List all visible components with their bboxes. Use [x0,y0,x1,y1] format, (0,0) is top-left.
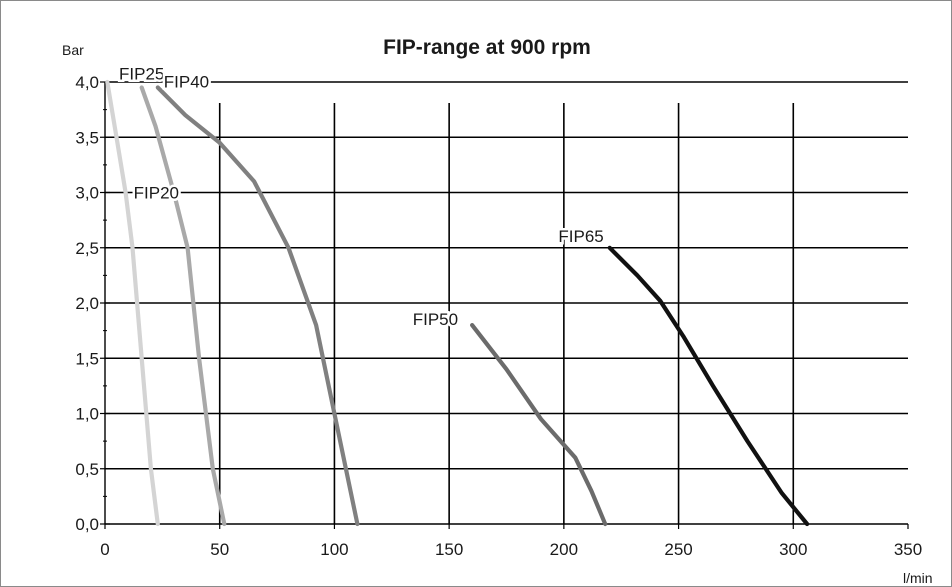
chart-title: FIP-range at 900 rpm [383,36,591,59]
series-labels: FIP20 FIP25 FIP40 FIP50 FIP65 [117,62,607,332]
y-tick-label: 4,0 [75,73,99,92]
y-tick-label: 2,0 [75,294,99,313]
x-tick-label: 0 [100,540,109,559]
x-tick-label: 200 [550,540,578,559]
series-label-fip25: FIP25 [119,65,164,84]
series-line-fip25 [139,85,227,527]
series-label-fip40: FIP40 [164,73,209,92]
y-tick-label: 0,5 [75,460,99,479]
y-axis-label: Bar [62,42,84,58]
x-tick-label: 350 [894,540,922,559]
series-label-fip65: FIP65 [558,227,603,246]
y-tick-label: 0,0 [75,515,99,534]
x-tick-label: 250 [664,540,692,559]
x-tick-label: 300 [779,540,807,559]
series-label-fip20: FIP20 [134,184,179,203]
series-line-fip50 [470,323,608,527]
axes [100,81,909,529]
y-tick-label: 3,5 [75,128,99,147]
grid-lines [105,81,908,524]
series-label-fip50: FIP50 [413,310,458,329]
tick-labels: 0,0 0,5 1,0 1,5 2,0 2,5 3,0 3,5 4,0 0 50 100 150 200 2… [75,73,922,559]
x-tick-label: 100 [320,540,348,559]
y-tick-label: 1,5 [75,349,99,368]
x-tick-label: 150 [435,540,463,559]
series-line-fip40 [155,85,360,527]
series-lines [105,79,810,527]
y-tick-label: 2,5 [75,239,99,258]
series-line-fip65 [607,245,810,527]
x-tick-label: 50 [210,540,229,559]
series-line-fip20 [105,79,160,527]
x-axis-label: l/min [903,570,933,586]
y-tick-label: 1,0 [75,405,99,424]
y-tick-label: 3,0 [75,184,99,203]
